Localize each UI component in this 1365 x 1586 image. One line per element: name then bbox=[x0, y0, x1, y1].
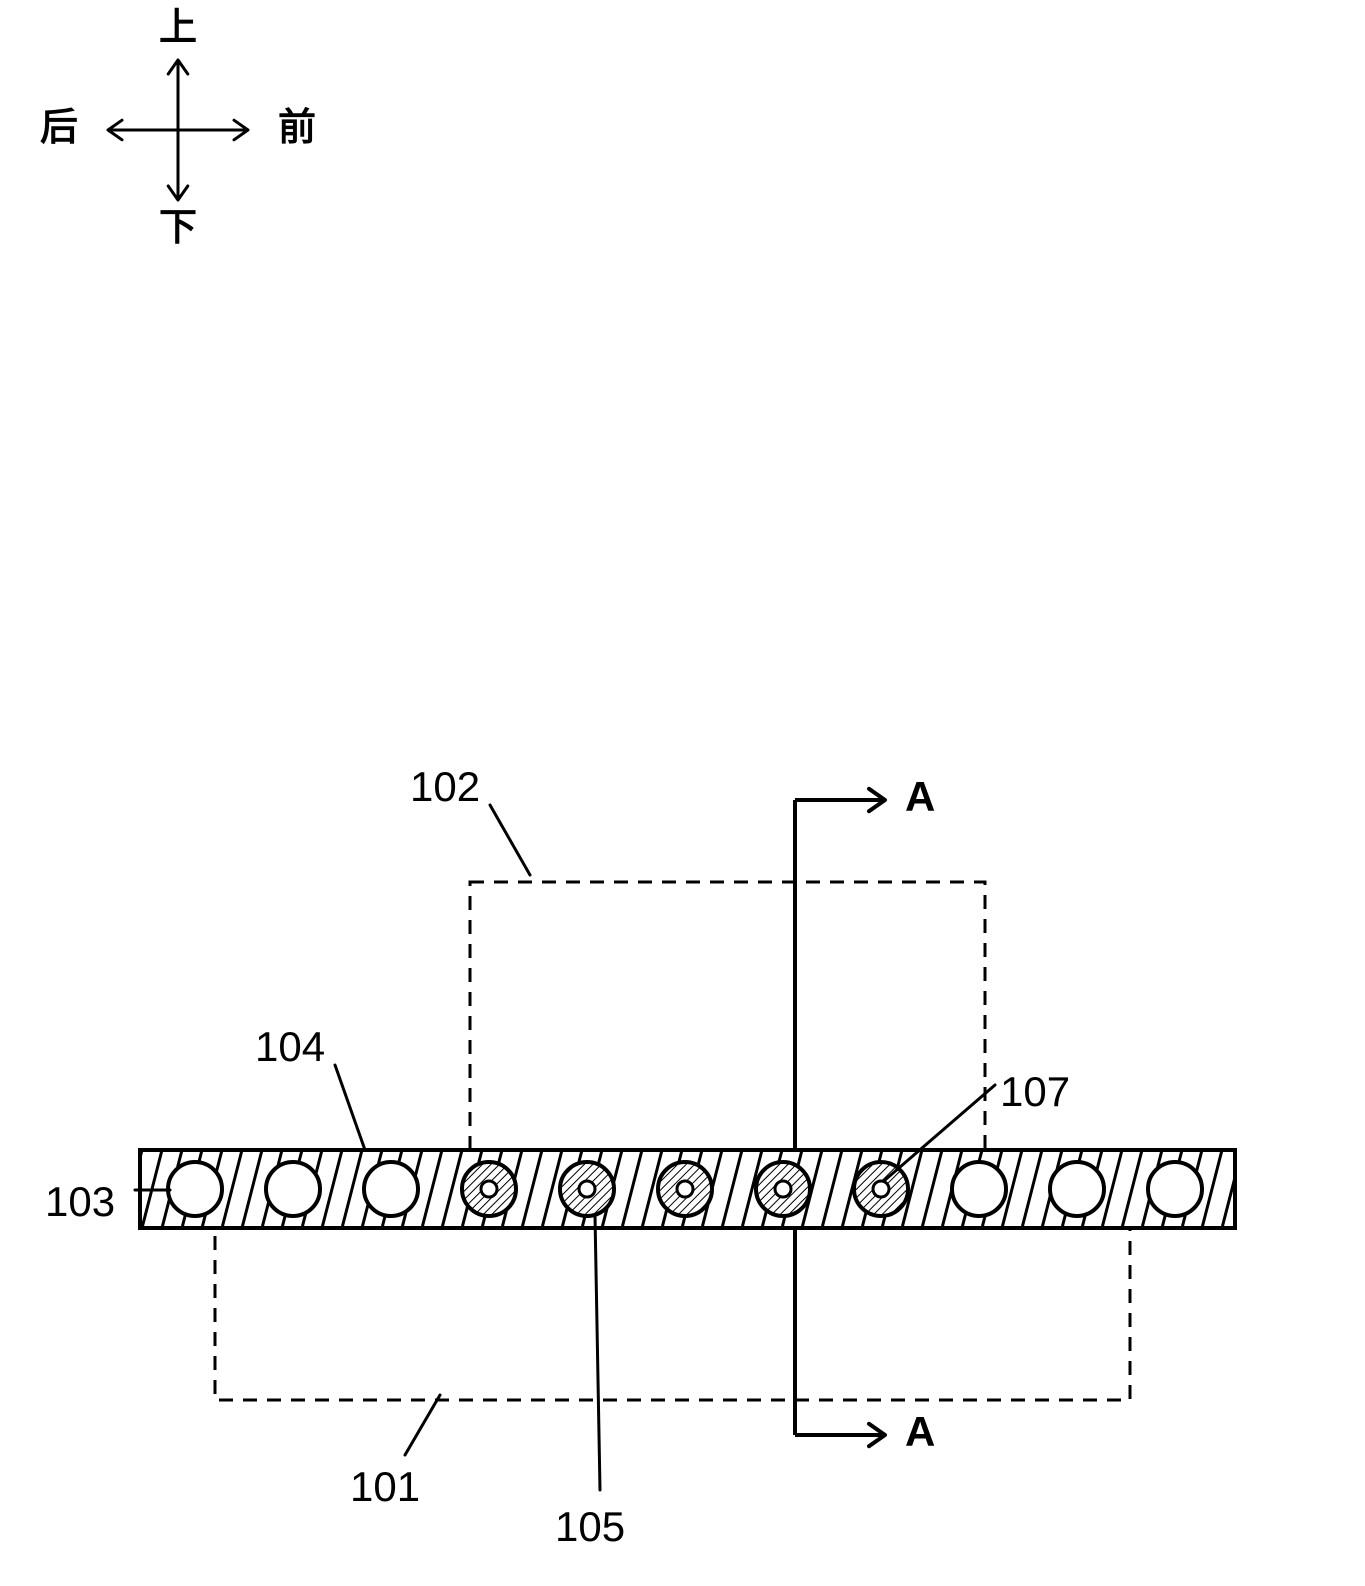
section-line-a: AA bbox=[795, 773, 935, 1455]
callout-label-105: 105 bbox=[555, 1503, 625, 1550]
hole-filled bbox=[756, 1162, 810, 1216]
callout-101: 101 bbox=[350, 1395, 440, 1510]
callout-label-104: 104 bbox=[255, 1023, 325, 1070]
compass-label-right: 前 bbox=[278, 107, 316, 149]
hole-open bbox=[952, 1162, 1006, 1216]
callout-105: 105 bbox=[555, 1215, 625, 1550]
callout-104: 104 bbox=[255, 1023, 365, 1150]
section-label-top: A bbox=[905, 773, 935, 820]
hole-open bbox=[1050, 1162, 1104, 1216]
hole-open bbox=[168, 1162, 222, 1216]
callout-102: 102 bbox=[410, 763, 530, 875]
hole-filled bbox=[658, 1162, 712, 1216]
compass-label-left: 后 bbox=[40, 107, 78, 149]
callout-label-101: 101 bbox=[350, 1463, 420, 1510]
callout-label-107: 107 bbox=[1000, 1068, 1070, 1115]
callout-label-102: 102 bbox=[410, 763, 480, 810]
section-label-bottom: A bbox=[905, 1408, 935, 1455]
hole-open bbox=[1148, 1162, 1202, 1216]
compass-label-down: 下 bbox=[159, 207, 197, 249]
callout-label-103: 103 bbox=[45, 1178, 115, 1225]
hole-open bbox=[266, 1162, 320, 1216]
region-102-box bbox=[470, 882, 985, 1185]
hole-open bbox=[364, 1162, 418, 1216]
hole-filled bbox=[462, 1162, 516, 1216]
hole-filled bbox=[854, 1162, 908, 1216]
hole-filled bbox=[560, 1162, 614, 1216]
orientation-compass: 上下 后 前 bbox=[40, 7, 316, 249]
compass-label-up: 上 bbox=[159, 7, 197, 49]
region-101-box bbox=[215, 1220, 1130, 1400]
